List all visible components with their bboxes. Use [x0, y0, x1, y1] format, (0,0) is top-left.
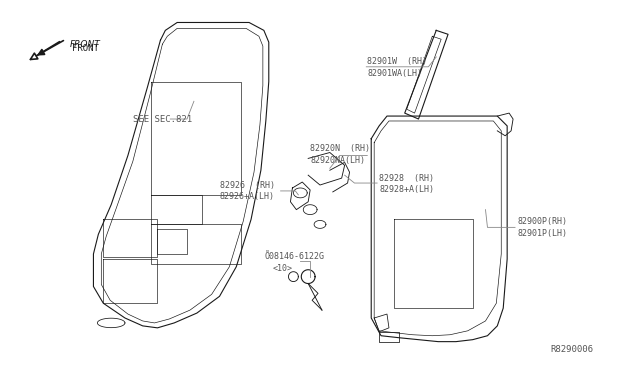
- Text: 82901WA(LH): 82901WA(LH): [367, 69, 422, 78]
- Text: FRONT: FRONT: [70, 40, 100, 49]
- Text: 82926  (RH): 82926 (RH): [220, 180, 275, 189]
- Text: <10>: <10>: [273, 264, 292, 273]
- Text: 82920NA(LH): 82920NA(LH): [310, 156, 365, 165]
- Text: FRONT: FRONT: [72, 44, 99, 52]
- Text: 82926+A(LH): 82926+A(LH): [220, 192, 275, 201]
- Text: 82928+A(LH): 82928+A(LH): [379, 185, 434, 195]
- Text: Õ08146-6122G: Õ08146-6122G: [265, 253, 325, 262]
- Text: 82920N  (RH): 82920N (RH): [310, 144, 370, 153]
- Text: R8290006: R8290006: [550, 345, 593, 354]
- Text: 82900P(RH): 82900P(RH): [517, 217, 567, 226]
- Text: SEE SEC.821: SEE SEC.821: [133, 115, 192, 124]
- Text: 82901W  (RH): 82901W (RH): [367, 57, 428, 66]
- Text: 82901P(LH): 82901P(LH): [517, 229, 567, 238]
- Text: 82928  (RH): 82928 (RH): [379, 174, 434, 183]
